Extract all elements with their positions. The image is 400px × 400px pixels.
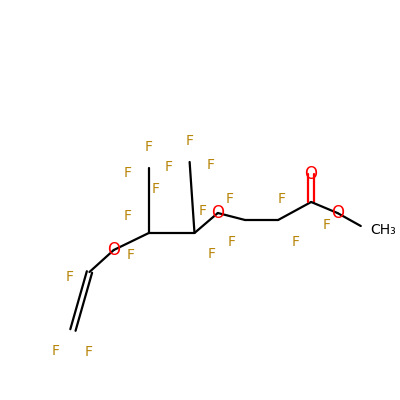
Text: F: F: [123, 209, 131, 223]
Text: F: F: [51, 344, 59, 358]
Text: F: F: [323, 218, 331, 232]
Text: O: O: [211, 204, 224, 222]
Text: CH₃: CH₃: [370, 223, 396, 237]
Text: O: O: [107, 241, 120, 259]
Text: F: F: [152, 182, 160, 196]
Text: F: F: [292, 235, 300, 249]
Text: F: F: [225, 192, 233, 206]
Text: F: F: [208, 247, 216, 261]
Text: F: F: [186, 134, 194, 148]
Text: F: F: [198, 204, 206, 218]
Text: F: F: [85, 345, 93, 359]
Text: F: F: [66, 270, 74, 284]
Text: F: F: [227, 235, 235, 249]
Text: F: F: [278, 192, 286, 206]
Text: F: F: [165, 160, 173, 174]
Text: F: F: [126, 248, 134, 262]
Text: O: O: [331, 204, 344, 222]
Text: F: F: [145, 140, 153, 154]
Text: F: F: [206, 158, 214, 172]
Text: F: F: [123, 166, 131, 180]
Text: O: O: [304, 165, 317, 183]
